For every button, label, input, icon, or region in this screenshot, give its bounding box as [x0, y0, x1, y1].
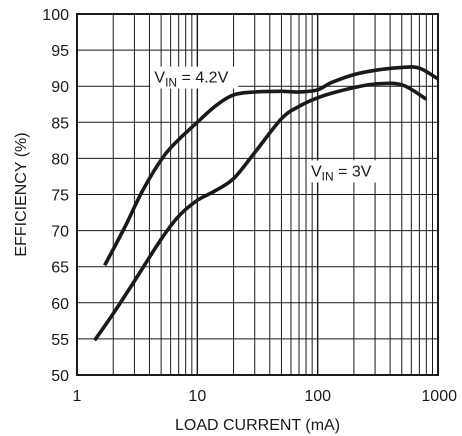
y-tick-label: 95 [51, 43, 69, 60]
series-label-main: V [154, 70, 165, 87]
x-tick-label: 1 [73, 388, 82, 405]
y-tick-label: 65 [51, 260, 69, 277]
series-label-backdrop [306, 160, 379, 183]
y-tick-label: 55 [51, 332, 69, 349]
series-label-rest: = 4.2V [177, 70, 228, 87]
series-label-rest: = 3V [334, 163, 372, 180]
y-tick-label: 90 [51, 79, 69, 96]
series-label-backdrop [150, 66, 239, 89]
x-tick-label: 1000 [421, 388, 457, 405]
series-label-sub: IN [165, 76, 177, 90]
series-label-sub: IN [322, 169, 334, 183]
series-line-vin-3v [93, 81, 428, 342]
plot-frame [76, 13, 439, 376]
x-axis-label: LOAD CURRENT (mA) [175, 417, 340, 434]
y-tick-labels: 50 55 60 65 70 75 80 85 90 95 100 [42, 7, 69, 385]
y-axis-label: EFFICIENCY (%) [13, 132, 30, 256]
series-label-vin-4-2v: VIN = 4.2V [154, 70, 228, 90]
y-tick-label: 70 [51, 224, 69, 241]
y-tick-label: 75 [51, 188, 69, 205]
x-tick-label: 10 [188, 388, 206, 405]
x-tick-label: 100 [304, 388, 331, 405]
y-tick-label: 85 [51, 115, 69, 132]
series-lines [93, 65, 439, 342]
y-tick-label: 80 [51, 151, 69, 168]
y-tick-label: 60 [51, 296, 69, 313]
series-label-main: V [311, 163, 322, 180]
series-line-vin-4-2v [103, 65, 439, 267]
y-tick-label: 50 [51, 368, 69, 385]
y-tick-label: 100 [42, 7, 69, 24]
x-tick-labels: 1 10 100 1000 [73, 388, 458, 405]
series-label-vin-3v: VIN = 3V [311, 163, 372, 183]
